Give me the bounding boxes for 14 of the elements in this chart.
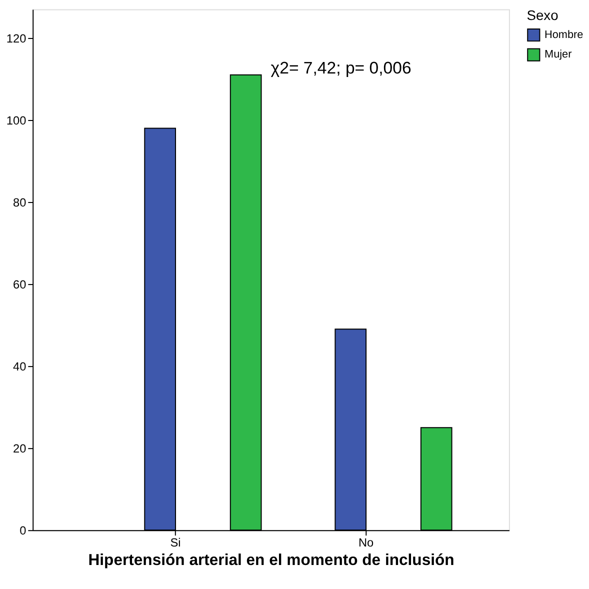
y-tick-label: 20: [13, 442, 27, 456]
y-tick-label: 40: [13, 360, 27, 374]
y-tick-label: 100: [6, 113, 27, 128]
annotation: χ2= 7,42; p= 0,006: [270, 58, 412, 78]
y-tick-label: 60: [13, 278, 27, 292]
x-axis-title: Hipertensión arterial en el momento de inclusión: [88, 552, 454, 570]
y-tick-label: 80: [13, 196, 27, 210]
legend-label: Mujer: [544, 48, 572, 61]
legend-title: Sexo: [526, 7, 559, 24]
legend-label: Hombre: [544, 28, 584, 41]
x-tick-label: No: [358, 535, 374, 550]
y-tick-label: 120: [6, 31, 27, 46]
x-tick-label: Si: [170, 535, 181, 550]
y-tick-label: 0: [20, 524, 27, 538]
